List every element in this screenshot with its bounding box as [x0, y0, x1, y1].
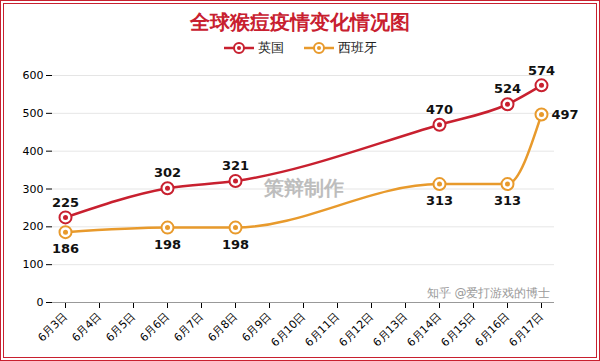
svg-text:6月17日: 6月17日 [507, 310, 547, 350]
svg-text:6月11日: 6月11日 [303, 310, 343, 350]
svg-text:600: 600 [23, 69, 44, 82]
svg-text:6月5日: 6月5日 [103, 310, 138, 345]
svg-text:策辩制作: 策辩制作 [263, 176, 344, 200]
svg-text:6月15日: 6月15日 [439, 310, 479, 350]
html-text:英国: 英国 [257, 39, 284, 55]
svg-text:313: 313 [494, 193, 521, 208]
svg-text:198: 198 [154, 237, 181, 252]
svg-text:6月4日: 6月4日 [69, 310, 104, 345]
svg-text:470: 470 [426, 102, 453, 117]
svg-text:186: 186 [52, 241, 79, 256]
svg-text:6月10日: 6月10日 [269, 310, 309, 350]
svg-text:6月16日: 6月16日 [473, 310, 513, 350]
svg-text:6月13日: 6月13日 [371, 310, 411, 350]
svg-text:500: 500 [23, 107, 44, 120]
svg-text:6月12日: 6月12日 [337, 310, 377, 350]
svg-text:321: 321 [222, 158, 249, 173]
svg-text:6月9日: 6月9日 [239, 309, 275, 345]
html-text:西班牙: 西班牙 [337, 39, 377, 55]
svg-text:400: 400 [23, 145, 44, 158]
svg-text:6月3日: 6月3日 [35, 310, 70, 345]
svg-text:200: 200 [23, 220, 44, 233]
svg-text:300: 300 [23, 183, 44, 196]
svg-text:524: 524 [494, 81, 521, 96]
svg-text:198: 198 [222, 237, 249, 252]
svg-text:知乎 @爱打游戏的博士: 知乎 @爱打游戏的博士 [427, 286, 551, 300]
svg-text:6月14日: 6月14日 [405, 310, 445, 350]
svg-text:225: 225 [52, 195, 79, 210]
html-text:全球猴痘疫情变化情况图: 全球猴痘疫情变化情况图 [190, 10, 410, 34]
svg-text:6月6日: 6月6日 [137, 310, 172, 345]
svg-text:574: 574 [528, 62, 555, 77]
svg-text:0: 0 [37, 296, 44, 309]
svg-text:313: 313 [426, 193, 453, 208]
svg-text:302: 302 [154, 165, 181, 180]
svg-text:100: 100 [23, 258, 44, 271]
svg-text:6月7日: 6月7日 [171, 310, 206, 345]
svg-text:497: 497 [552, 107, 579, 122]
svg-text:6月8日: 6月8日 [205, 310, 240, 345]
